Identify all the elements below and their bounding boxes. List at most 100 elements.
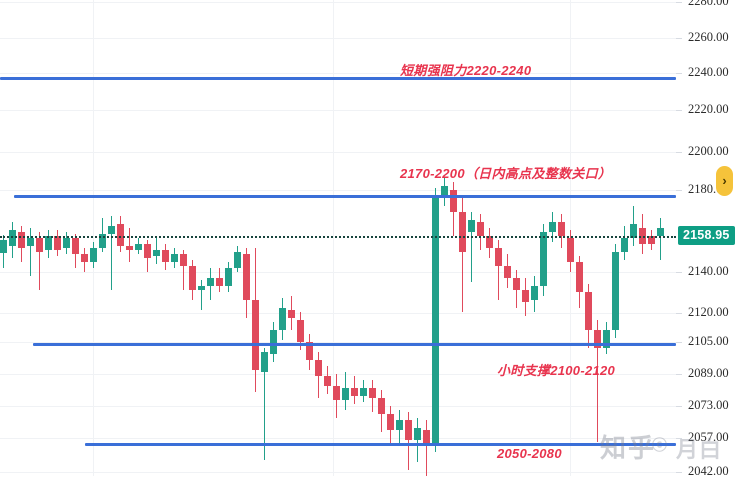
candlestick <box>423 0 430 476</box>
candle-body <box>72 238 79 254</box>
candlestick-plot-area[interactable]: 短期强阻力2220-2240 2170-2200（日内高点及整数关口） 小时支撑21… <box>0 0 676 476</box>
candle-body <box>360 388 367 396</box>
axis-tick <box>676 190 682 191</box>
candle-wick <box>264 348 265 460</box>
candlestick <box>603 0 610 476</box>
candlestick <box>180 0 187 476</box>
candle-body <box>108 226 115 234</box>
candlestick <box>648 0 655 476</box>
candle-body <box>396 420 403 430</box>
annotation-hourly-support-note: 小时支撑2100-2120 <box>497 363 616 378</box>
candle-body <box>54 236 61 250</box>
candle-body <box>180 254 187 266</box>
candle-wick <box>30 228 31 276</box>
candlestick <box>261 0 268 476</box>
candlestick <box>459 0 466 476</box>
price-axis-label: 2089.00 <box>688 366 729 380</box>
candlestick <box>504 0 511 476</box>
axis-tick <box>676 73 682 74</box>
candlestick <box>108 0 115 476</box>
level-line-resistance-2180[interactable] <box>14 195 676 198</box>
axis-tick <box>676 38 682 39</box>
candlestick <box>135 0 142 476</box>
level-line-resistance-2240[interactable] <box>0 77 676 80</box>
candle-body <box>648 236 655 244</box>
candle-body <box>81 254 88 262</box>
candlestick <box>576 0 583 476</box>
annotation-resistance-note: 短期强阻力2220-2240 <box>400 63 532 78</box>
candle-body <box>279 308 286 330</box>
gridline-v <box>333 0 334 476</box>
candle-body <box>27 238 34 246</box>
candle-body <box>504 266 511 278</box>
gridline-h <box>0 374 676 375</box>
candlestick <box>540 0 547 476</box>
candle-body <box>351 388 358 396</box>
candlestick <box>567 0 574 476</box>
candle-body <box>144 244 151 258</box>
candlestick <box>216 0 223 476</box>
candle-body <box>117 224 124 246</box>
axis-tick <box>676 152 682 153</box>
candle-body <box>270 330 277 354</box>
candle-wick <box>408 412 409 470</box>
axis-tick <box>676 374 682 375</box>
gridline-h <box>0 190 676 191</box>
candlestick <box>657 0 664 476</box>
candlestick <box>0 0 7 476</box>
axis-tick <box>676 2 682 3</box>
candle-wick <box>471 212 472 282</box>
candle-body <box>459 212 466 252</box>
price-axis-label: 2280.00 <box>688 0 729 8</box>
candle-body <box>9 230 16 246</box>
chevron-right-icon[interactable]: › <box>716 166 733 196</box>
candle-body <box>414 428 421 440</box>
candle-body <box>477 222 484 236</box>
candle-body <box>567 238 574 262</box>
axis-tick <box>676 110 682 111</box>
gridline-h <box>0 313 676 314</box>
candlestick <box>387 0 394 476</box>
axis-tick <box>676 406 682 407</box>
candle-body <box>342 388 349 400</box>
candle-body <box>189 266 196 290</box>
candlestick <box>369 0 376 476</box>
candle-body <box>603 330 610 348</box>
axis-tick <box>676 313 682 314</box>
candle-body <box>441 186 448 198</box>
gridline-h <box>0 406 676 407</box>
candle-body <box>315 360 322 376</box>
axis-tick <box>676 272 682 273</box>
candlestick <box>468 0 475 476</box>
gridline-h <box>0 73 676 74</box>
candle-body <box>432 195 439 446</box>
axis-tick <box>676 342 682 343</box>
candle-body <box>531 286 538 300</box>
level-line-support-2050[interactable] <box>85 443 676 446</box>
candlestick <box>630 0 637 476</box>
candle-body <box>207 278 214 286</box>
candle-body <box>378 398 385 414</box>
candle-wick <box>39 232 40 290</box>
axis-tick <box>676 472 682 473</box>
candle-body <box>522 290 529 302</box>
candle-body <box>0 240 7 253</box>
price-axis-label: 2140.00 <box>688 264 729 278</box>
candlestick <box>189 0 196 476</box>
candle-body <box>261 352 268 372</box>
candle-wick <box>462 196 463 312</box>
level-line-support-2105[interactable] <box>33 343 676 346</box>
candle-body <box>216 278 223 286</box>
candlestick <box>279 0 286 476</box>
candlestick <box>513 0 520 476</box>
current-price-badge[interactable]: 2158.95 <box>678 226 735 245</box>
candle-body <box>576 262 583 292</box>
candle-body <box>333 386 340 400</box>
price-axis-label: 2120.00 <box>688 305 729 319</box>
candlestick <box>441 0 448 476</box>
candlestick <box>315 0 322 476</box>
price-axis-label: 2073.00 <box>688 398 729 412</box>
candlestick <box>225 0 232 476</box>
candlestick <box>531 0 538 476</box>
candlestick <box>612 0 619 476</box>
